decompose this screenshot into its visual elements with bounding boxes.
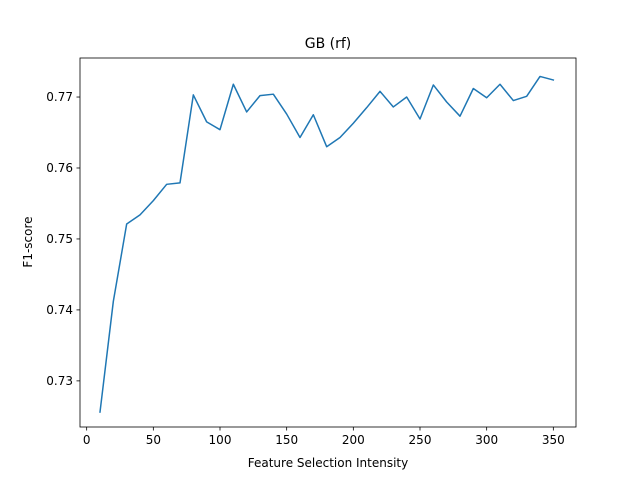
x-tick-label: 250 xyxy=(409,433,432,447)
y-tick-label: 0.75 xyxy=(46,232,73,246)
y-axis-label: F1-score xyxy=(21,216,35,267)
chart-title: GB (rf) xyxy=(305,36,352,52)
x-tick-label: 150 xyxy=(275,433,298,447)
x-axis-ticks: 0 50 100 150 200 250 300 350 xyxy=(83,427,565,447)
x-tick-label: 300 xyxy=(475,433,498,447)
y-tick-label: 0.77 xyxy=(46,90,73,104)
y-tick-label: 0.74 xyxy=(46,303,73,317)
y-axis-ticks: 0.73 0.74 0.75 0.76 0.77 xyxy=(46,90,80,388)
x-tick-label: 100 xyxy=(209,433,232,447)
plot-area xyxy=(79,57,577,428)
axes-frame xyxy=(79,57,577,428)
x-tick-label: 350 xyxy=(542,433,565,447)
series-line xyxy=(99,75,555,413)
x-tick-label: 0 xyxy=(83,433,91,447)
x-axis-label: Feature Selection Intensity xyxy=(248,456,409,470)
y-tick-label: 0.76 xyxy=(46,161,73,175)
y-tick-label: 0.73 xyxy=(46,374,73,388)
x-tick-label: 200 xyxy=(342,433,365,447)
x-tick-label: 50 xyxy=(146,433,161,447)
